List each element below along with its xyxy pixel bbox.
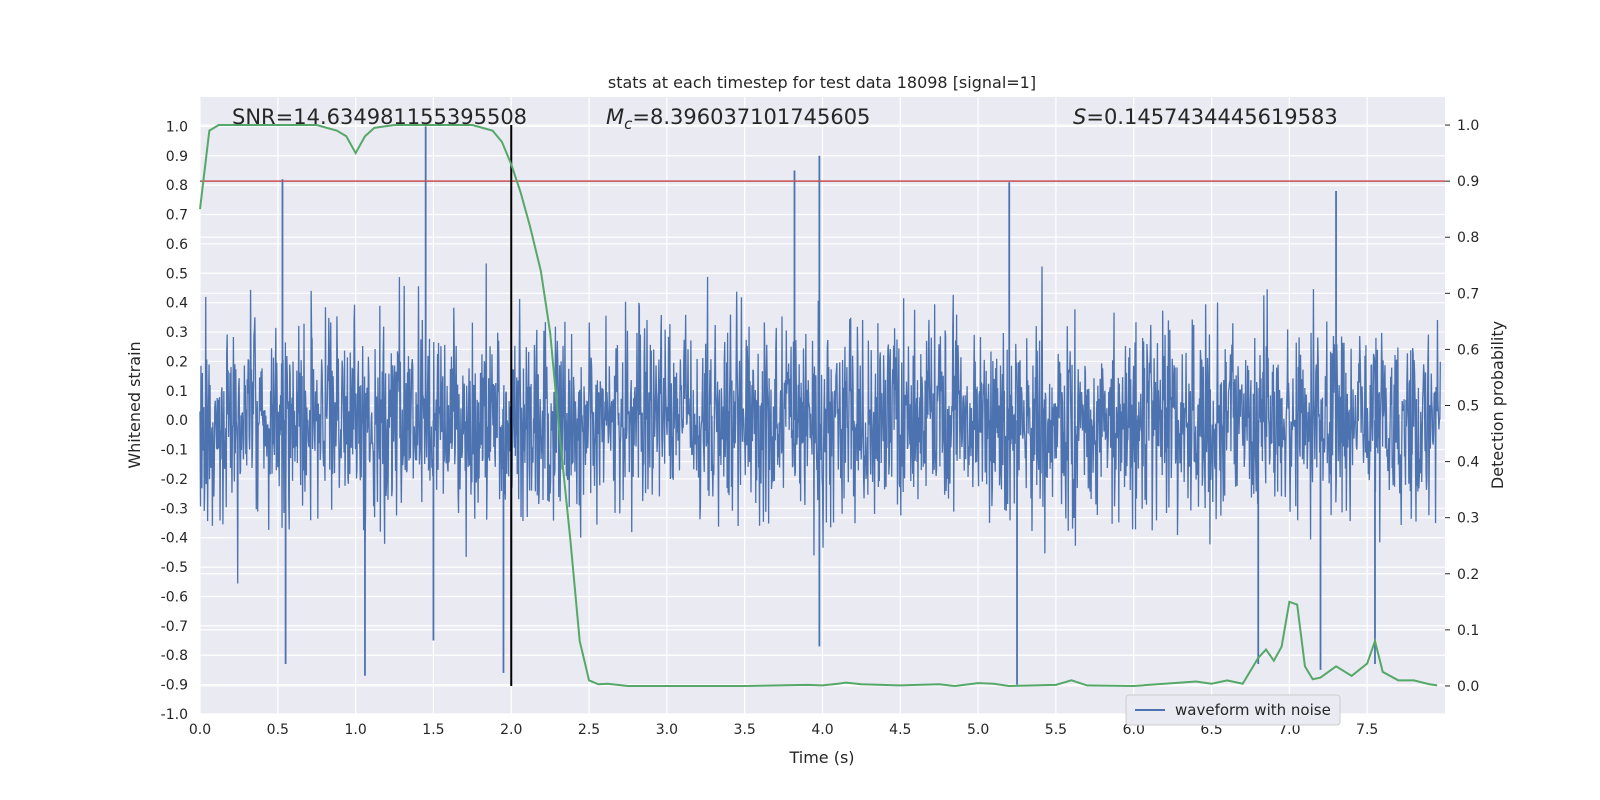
x-tick-label: 5.0 bbox=[967, 722, 989, 738]
x-tick-label: 3.5 bbox=[734, 722, 756, 738]
y-tick-label: -0.5 bbox=[161, 560, 188, 576]
y-tick-label: -0.6 bbox=[161, 589, 188, 605]
legend: waveform with noise bbox=[1125, 694, 1341, 726]
y-tick-label: 0.1 bbox=[166, 384, 188, 400]
y-axis-right-label: Detection probability bbox=[1488, 321, 1507, 489]
chirp-mass-symbol: M bbox=[606, 105, 624, 129]
x-tick-label: 1.5 bbox=[422, 722, 444, 738]
y-tick-label: 0.4 bbox=[166, 296, 188, 312]
y-axis-label: Whitened strain bbox=[125, 341, 144, 468]
y-tick-label: 0.9 bbox=[166, 149, 188, 165]
y-tick-label: -0.4 bbox=[161, 531, 188, 547]
x-tick-label: 7.0 bbox=[1278, 722, 1300, 738]
y-tick-label: 0.3 bbox=[166, 325, 188, 341]
chirp-mass-subscript: c bbox=[624, 115, 633, 133]
x-tick-label: 4.0 bbox=[811, 722, 833, 738]
probability-series bbox=[199, 124, 1438, 687]
y-tick-label: -0.7 bbox=[161, 619, 188, 635]
legend-label: waveform with noise bbox=[1175, 701, 1331, 719]
y-right-tick-label: 0.2 bbox=[1457, 567, 1479, 583]
y-right-tick-label: 0.3 bbox=[1457, 511, 1479, 527]
x-tick-label: 5.5 bbox=[1045, 722, 1067, 738]
y-tick-label: 0.8 bbox=[166, 178, 188, 194]
y-tick-label: -0.3 bbox=[161, 501, 188, 517]
legend-box bbox=[1125, 694, 1341, 726]
y-tick-label: -0.2 bbox=[161, 472, 188, 488]
x-tick-label: 0.5 bbox=[267, 722, 289, 738]
y-tick-label: 0.5 bbox=[166, 266, 188, 282]
y-right-tick-label: 0.7 bbox=[1457, 286, 1479, 302]
y-right-tick-label: 1.0 bbox=[1457, 118, 1479, 134]
x-tick-label: 3.0 bbox=[656, 722, 678, 738]
overlay-lines bbox=[200, 125, 1445, 686]
y-right-tick-label: 0.1 bbox=[1457, 623, 1479, 639]
x-tick-label: 4.5 bbox=[889, 722, 911, 738]
chart-title: stats at each timestep for test data 180… bbox=[608, 73, 1036, 92]
y-tick-label: -0.1 bbox=[161, 443, 188, 459]
y-right-tick-label: 0.8 bbox=[1457, 230, 1479, 246]
x-tick-label: 1.0 bbox=[344, 722, 366, 738]
s-annotation: S=0.1457434445619583 bbox=[1073, 105, 1338, 129]
y-tick-label: -0.8 bbox=[161, 648, 188, 664]
x-tick-label: 0.0 bbox=[189, 722, 211, 738]
y-tick-label: 1.0 bbox=[166, 119, 188, 135]
y-right-tick-label: 0.4 bbox=[1457, 455, 1479, 471]
y-right-tick-label: 0.0 bbox=[1457, 679, 1479, 695]
y-tick-label: -0.9 bbox=[161, 678, 188, 694]
y-right-tick-label: 0.5 bbox=[1457, 399, 1479, 415]
x-tick-label: 2.0 bbox=[500, 722, 522, 738]
x-tick-label: 6.0 bbox=[1123, 722, 1145, 738]
x-axis-label: Time (s) bbox=[788, 748, 854, 767]
chirp-mass-value: =8.396037101745605 bbox=[632, 105, 870, 129]
y-right-tick-label: 0.6 bbox=[1457, 342, 1479, 358]
y-tick-label: 0.6 bbox=[166, 237, 188, 253]
s-value: =0.1457434445619583 bbox=[1086, 105, 1337, 129]
x-tick-label: 7.5 bbox=[1356, 722, 1378, 738]
y-tick-label: 0.2 bbox=[166, 354, 188, 370]
y-tick-label: -1.0 bbox=[161, 707, 188, 723]
x-tick-label: 6.5 bbox=[1200, 722, 1222, 738]
s-symbol: S bbox=[1073, 105, 1086, 129]
y-tick-label: 0.7 bbox=[166, 208, 188, 224]
chirp-mass-annotation: Mc=8.396037101745605 bbox=[606, 105, 870, 133]
snr-annotation: SNR=14.634981155395508 bbox=[232, 105, 527, 129]
y-tick-label: 0.0 bbox=[166, 413, 188, 429]
y-right-tick-label: 0.9 bbox=[1457, 174, 1479, 190]
tick-labels: 0.0 0.5 1.0 1.5 2.0 2.5 3.0 3.5 4.0 4.5 5.0 5.5 6.0 6… bbox=[161, 118, 1480, 738]
probability-line bbox=[199, 124, 1438, 687]
x-tick-label: 2.5 bbox=[578, 722, 600, 738]
